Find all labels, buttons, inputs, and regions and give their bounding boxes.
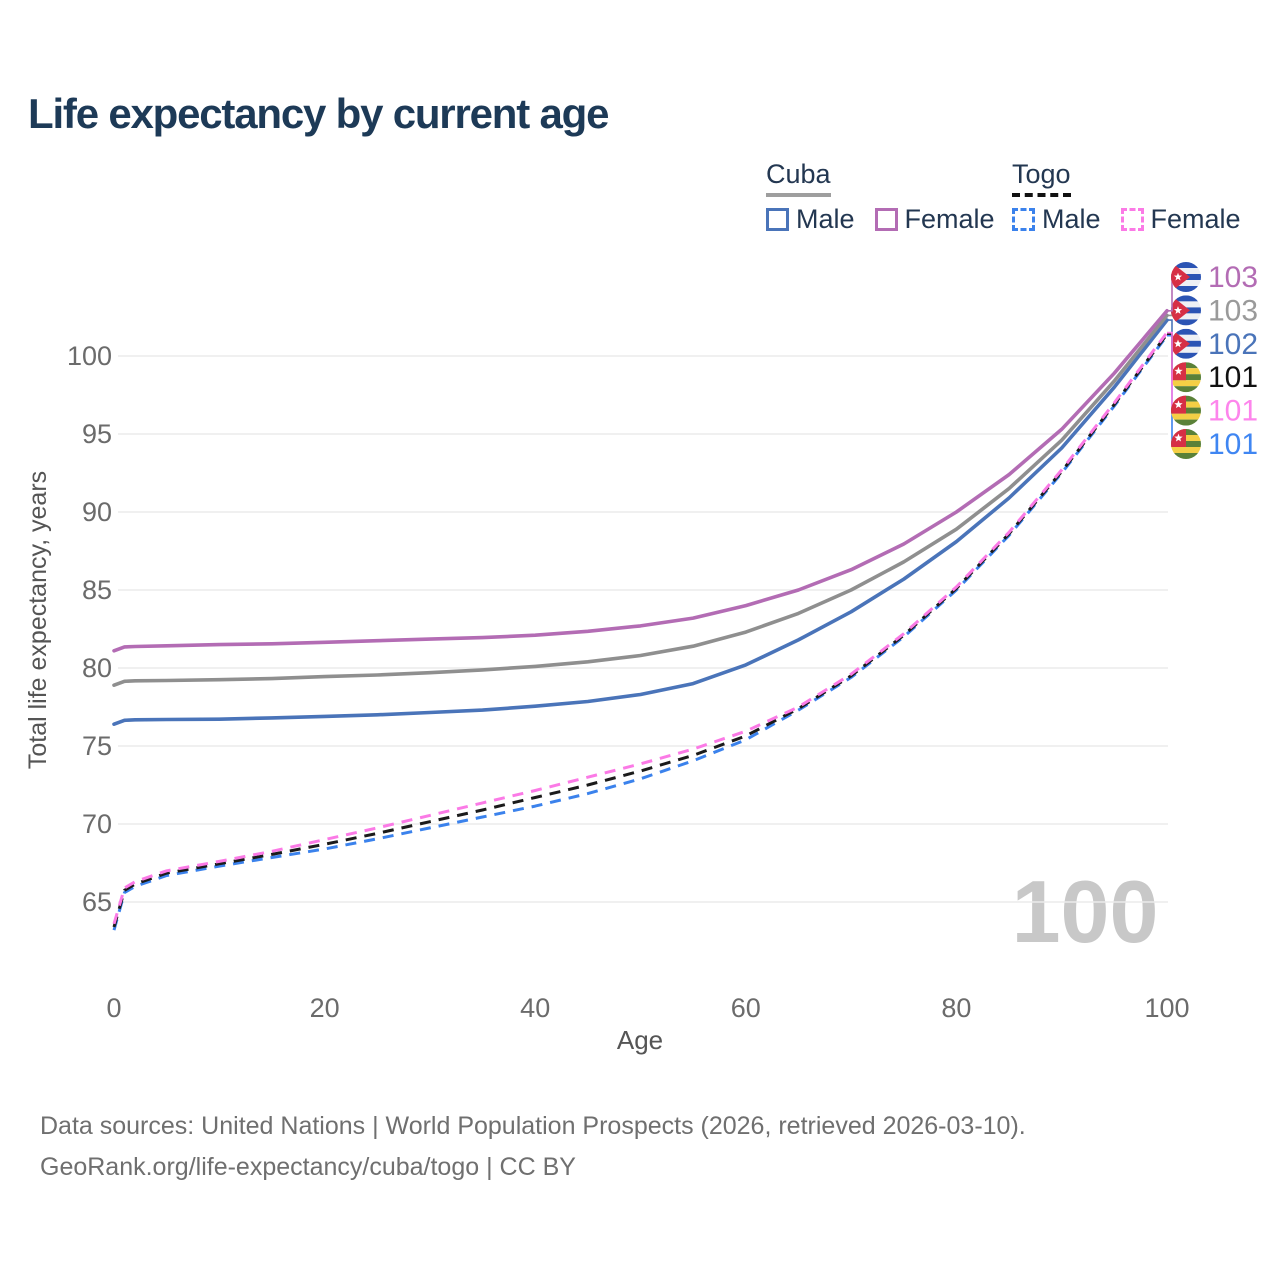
y-tick-label: 80	[82, 653, 112, 683]
togo-flag-icon	[1171, 429, 1201, 459]
y-tick-label: 100	[67, 341, 112, 371]
end-value-label-togo_all: 101	[1208, 361, 1258, 394]
togo-male-swatch-icon	[1012, 207, 1035, 231]
legend-group-cuba: Cuba Male Female	[766, 159, 995, 234]
togo-flag-icon	[1171, 395, 1201, 426]
series-line-cuba_all	[112, 313, 1169, 688]
x-axis-title: Age	[617, 1025, 663, 1055]
y-tick-label: 70	[82, 809, 112, 839]
age-watermark: 100	[1012, 862, 1159, 961]
cuba-flag-icon	[1171, 328, 1201, 359]
legend-item-togo-female[interactable]: Female	[1120, 203, 1241, 234]
togo-female-swatch-icon	[1120, 207, 1144, 231]
y-axis-title: Total life expectancy, years	[24, 471, 52, 769]
x-tick-label: 40	[520, 993, 550, 1023]
citation-line: GeoRank.org/life-expectancy/cuba/togo | …	[40, 1153, 576, 1181]
x-tick-label: 20	[310, 993, 340, 1023]
leader-line-togo_female	[1167, 331, 1173, 412]
series-line-togo_male	[112, 334, 1169, 931]
legend-item-cuba-female[interactable]: Female	[874, 203, 995, 234]
x-tick-label: 100	[1144, 993, 1189, 1023]
series-line-togo_all	[112, 333, 1169, 928]
x-tick-label: 60	[731, 993, 761, 1023]
cuba-flag-icon	[1171, 295, 1201, 326]
y-tick-label: 95	[82, 419, 112, 449]
legend-heading-cuba[interactable]: Cuba	[766, 159, 831, 197]
data-sources-line: Data sources: United Nations | World Pop…	[40, 1112, 1026, 1140]
end-value-label-cuba_female: 103	[1208, 261, 1258, 294]
legend-heading-togo[interactable]: Togo	[1012, 159, 1071, 197]
legend-item-togo-male[interactable]: Male	[1012, 203, 1101, 234]
series-line-cuba_female	[112, 308, 1169, 653]
y-tick-label: 65	[82, 887, 112, 917]
y-tick-label: 85	[82, 575, 112, 605]
cuba-female-swatch-icon	[874, 207, 898, 231]
legend-item-cuba-male[interactable]: Male	[766, 203, 855, 234]
series-line-cuba_male	[112, 318, 1169, 727]
togo-flag-icon	[1171, 362, 1201, 393]
x-tick-label: 80	[941, 993, 971, 1023]
y-tick-label: 75	[82, 731, 112, 761]
cuba-flag-icon	[1171, 262, 1201, 292]
end-value-label-cuba_all: 103	[1208, 294, 1258, 327]
source-attribution: Data sources: United Nations | World Pop…	[40, 1106, 1026, 1188]
x-tick-label: 0	[106, 993, 121, 1023]
cuba-male-swatch-icon	[766, 207, 789, 231]
page-title: Life expectancy by current age	[28, 90, 609, 137]
end-value-label-cuba_male: 102	[1208, 328, 1258, 361]
legend-group-togo: Togo Male Female	[1012, 159, 1241, 234]
legend-label: Male	[796, 203, 855, 234]
end-value-label-togo_male: 101	[1208, 428, 1258, 461]
legend-label: Female	[1150, 203, 1241, 234]
legend-label: Female	[904, 203, 995, 234]
end-value-label-togo_female: 101	[1208, 395, 1258, 428]
y-tick-label: 90	[82, 497, 112, 527]
series-line-togo_female	[112, 331, 1169, 925]
legend-label: Male	[1042, 203, 1101, 234]
